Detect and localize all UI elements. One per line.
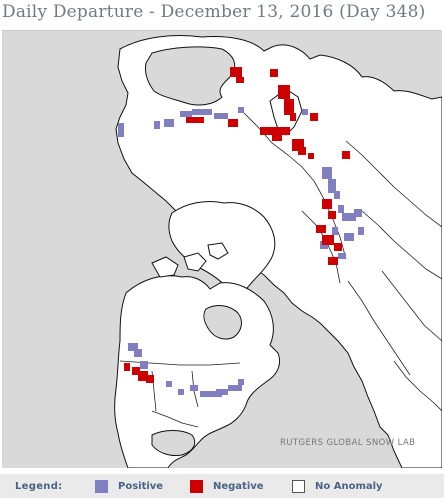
- legend-item-no-anomaly: No Anomaly: [292, 479, 383, 493]
- legend-label-positive: Positive: [118, 480, 164, 492]
- legend-item-negative: Negative: [190, 479, 264, 493]
- arctic-ocean-inlet: [145, 46, 236, 106]
- legend-label-negative: Negative: [213, 480, 264, 492]
- legend-label-no-anomaly: No Anomaly: [315, 480, 383, 492]
- hudson-bay: [203, 305, 242, 340]
- snow-anomaly-map: RUTGERS GLOBAL SNOW LAB: [2, 30, 442, 468]
- map-credit: RUTGERS GLOBAL SNOW LAB: [280, 438, 415, 448]
- gulf-of-mexico: [151, 430, 196, 456]
- negative-swatch: [190, 479, 203, 493]
- negative-anomaly-cells: [124, 67, 350, 383]
- polar-stereographic-map: RUTGERS GLOBAL SNOW LAB: [2, 31, 442, 468]
- legend-item-positive: Positive: [95, 479, 163, 493]
- legend: Legend: Positive Negative No Anomaly: [0, 474, 444, 498]
- legend-title: Legend:: [15, 481, 63, 492]
- arctic-islands: [151, 242, 229, 278]
- no-anomaly-swatch: [292, 479, 305, 493]
- positive-swatch: [95, 479, 108, 493]
- positive-anomaly-cells: [118, 107, 364, 397]
- page-title: Daily Departure - December 13, 2016 (Day…: [2, 2, 426, 22]
